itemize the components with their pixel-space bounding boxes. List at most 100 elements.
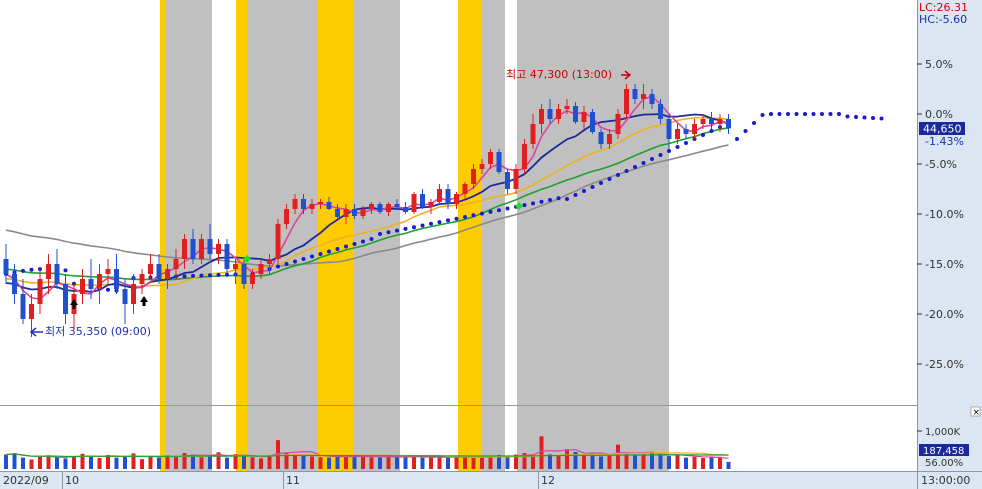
signal-markers	[70, 202, 523, 309]
candle-body-68	[581, 112, 587, 122]
volume-bar-59	[505, 456, 510, 469]
sar-dot-78	[667, 149, 671, 153]
volume-bar-29	[250, 457, 255, 469]
candle-body-35	[301, 199, 306, 209]
candle-body-25	[216, 244, 221, 254]
sar-dot-66	[565, 197, 569, 201]
ma120-line	[5, 127, 729, 281]
low-annotation: 최저 35,350 (09:00)	[45, 325, 151, 338]
volume-bar-8	[72, 456, 76, 469]
volume-bar-81	[692, 456, 697, 469]
band-7	[482, 0, 505, 405]
sar-dot-69	[590, 185, 595, 189]
sar-dot-87	[743, 129, 748, 133]
volume-bar-79	[675, 455, 680, 469]
signal-diamond-icon-0	[243, 255, 251, 263]
sar-dot-91	[777, 112, 782, 116]
sar-dot-58	[497, 208, 501, 213]
sar-dot-77	[658, 153, 663, 157]
volume-bar-33	[284, 453, 289, 469]
vol-band-3	[247, 406, 318, 471]
candle-body-36	[309, 204, 315, 209]
volume-bar-17	[148, 456, 153, 469]
volume-bar-43	[369, 457, 374, 469]
sar-dot-47	[403, 226, 408, 231]
sar-dot-54	[463, 215, 467, 219]
volume-bar-48	[412, 456, 416, 469]
ytick-label-2: -5.0%	[925, 158, 957, 171]
candle-body-40	[343, 209, 349, 217]
volume-bar-40	[344, 456, 348, 469]
volume-bar-45	[386, 456, 391, 469]
volume-bar-66	[565, 449, 569, 469]
volume-bar-80	[684, 457, 688, 469]
volume-bar-54	[463, 457, 467, 469]
candle-body-71	[607, 134, 612, 144]
volume-bar-28	[242, 456, 246, 469]
sar-dot-63	[539, 199, 544, 204]
sar-dot-94	[803, 112, 807, 116]
volume-bar-53	[454, 456, 459, 469]
candle-body-18	[156, 264, 162, 279]
volume-bar-51	[437, 456, 442, 469]
sar-dot-46	[395, 228, 399, 233]
sar-dot-74	[633, 165, 637, 169]
ma5-line	[5, 95, 729, 300]
candle-body-32	[275, 224, 281, 259]
volume-bar-35	[301, 455, 306, 469]
sar-dot-71	[607, 177, 612, 181]
signal-diamond-icon-1	[515, 202, 523, 210]
sar-dot-2	[21, 268, 25, 273]
volume-bar-78	[667, 456, 671, 469]
volume-bar-26	[225, 457, 229, 469]
volume-bar-47	[403, 456, 408, 469]
candle-body-49	[420, 194, 425, 207]
candle-body-30	[258, 264, 264, 274]
current-price: 44,650	[923, 123, 962, 136]
candle-body-33	[284, 209, 289, 224]
volume-bar-6	[55, 457, 59, 469]
candle-body-6	[54, 264, 60, 284]
candle-body-83	[709, 119, 714, 124]
volume-bar-30	[259, 458, 263, 469]
ytick-label-4: -15.0%	[925, 258, 964, 271]
candle-body-17	[148, 264, 153, 274]
candle-body-48	[411, 194, 417, 212]
volume-bar-69	[590, 453, 595, 469]
candle-body-19	[165, 269, 170, 279]
volume-bar-31	[267, 455, 272, 469]
sar-dot-67	[573, 193, 578, 197]
sar-dot-24	[208, 273, 212, 278]
volume-bar-24	[208, 455, 212, 469]
volume-bar-20	[174, 456, 178, 469]
x-label-10: 10	[65, 474, 79, 487]
close-icon[interactable]	[970, 406, 981, 417]
candle-body-23	[199, 239, 204, 259]
candle-body-2	[20, 294, 26, 319]
volume-bar-76	[650, 453, 654, 469]
candle-body-47	[403, 207, 408, 212]
candle-body-62	[530, 124, 536, 144]
sar-dot-23	[199, 273, 204, 278]
volume-bar-63	[539, 436, 544, 469]
candle-body-34	[292, 199, 298, 209]
current-pct: -1.43%	[925, 135, 964, 148]
x-label-start: 2022/09	[3, 474, 49, 487]
candle-body-73	[624, 89, 629, 114]
volume-bar-13	[114, 457, 119, 469]
volume-bar-55	[471, 457, 476, 469]
candle-body-59	[505, 172, 510, 189]
sar-dot-45	[386, 230, 391, 235]
sar-dot-61	[522, 203, 527, 208]
sar-dot-7	[63, 268, 68, 273]
volume-bar-39	[335, 456, 340, 469]
volume-bar-58	[497, 454, 501, 469]
candle-body-39	[335, 209, 340, 217]
candle-body-0	[3, 259, 9, 274]
candle-body-51	[437, 189, 442, 202]
hc-label: HC:-5.60	[919, 13, 967, 26]
sar-dot-26	[225, 272, 229, 277]
volume-bar-25	[216, 452, 221, 469]
candle-body-20	[173, 259, 179, 269]
volume-bar-56	[480, 457, 484, 469]
